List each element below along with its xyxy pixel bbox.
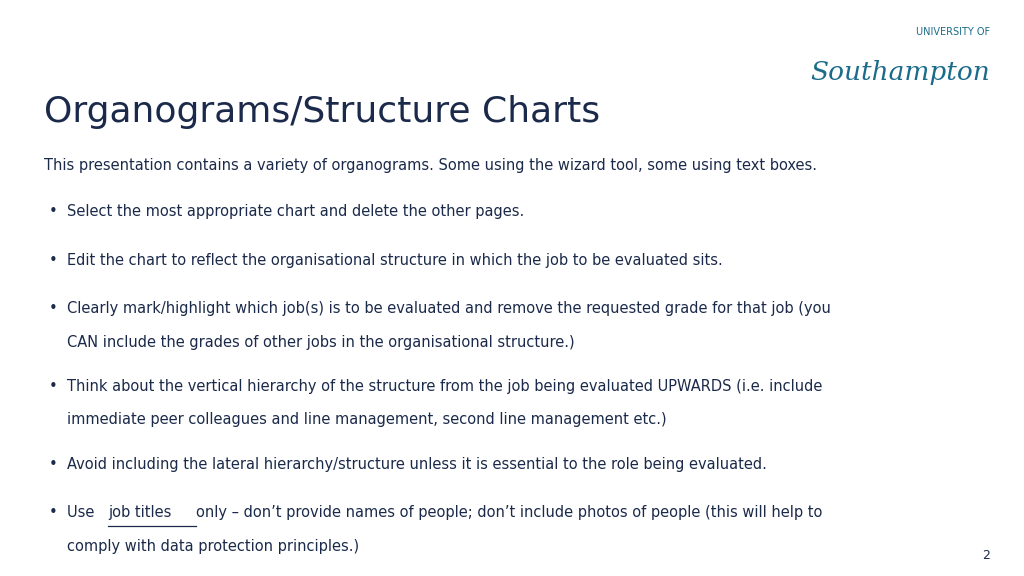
Text: •: •	[49, 505, 58, 520]
Text: CAN include the grades of other jobs in the organisational structure.): CAN include the grades of other jobs in …	[67, 335, 574, 350]
Text: immediate peer colleagues and line management, second line management etc.): immediate peer colleagues and line manag…	[67, 412, 667, 427]
Text: Organograms/Structure Charts: Organograms/Structure Charts	[44, 95, 600, 129]
Text: job titles: job titles	[108, 505, 176, 520]
Text: Select the most appropriate chart and delete the other pages.: Select the most appropriate chart and de…	[67, 204, 524, 219]
Text: Southampton: Southampton	[810, 60, 990, 85]
Text: •: •	[49, 301, 58, 316]
Text: Edit the chart to reflect the organisational structure in which the job to be ev: Edit the chart to reflect the organisati…	[67, 253, 722, 268]
Text: •: •	[49, 204, 58, 219]
Text: only – don’t provide names of people; don’t include photos of people (this will : only – don’t provide names of people; do…	[196, 505, 822, 520]
Text: 2: 2	[982, 548, 990, 562]
Text: •: •	[49, 379, 58, 394]
Text: Think about the vertical hierarchy of the structure from the job being evaluated: Think about the vertical hierarchy of th…	[67, 379, 822, 394]
Text: •: •	[49, 253, 58, 268]
Text: This presentation contains a variety of organograms. Some using the wizard tool,: This presentation contains a variety of …	[44, 158, 817, 173]
Text: Use: Use	[67, 505, 98, 520]
Text: Clearly mark/highlight which job(s) is to be evaluated and remove the requested : Clearly mark/highlight which job(s) is t…	[67, 301, 830, 316]
Text: UNIVERSITY OF: UNIVERSITY OF	[916, 28, 990, 37]
Text: •: •	[49, 457, 58, 472]
Text: comply with data protection principles.): comply with data protection principles.)	[67, 539, 358, 554]
Text: Avoid including the lateral hierarchy/structure unless it is essential to the ro: Avoid including the lateral hierarchy/st…	[67, 457, 766, 472]
